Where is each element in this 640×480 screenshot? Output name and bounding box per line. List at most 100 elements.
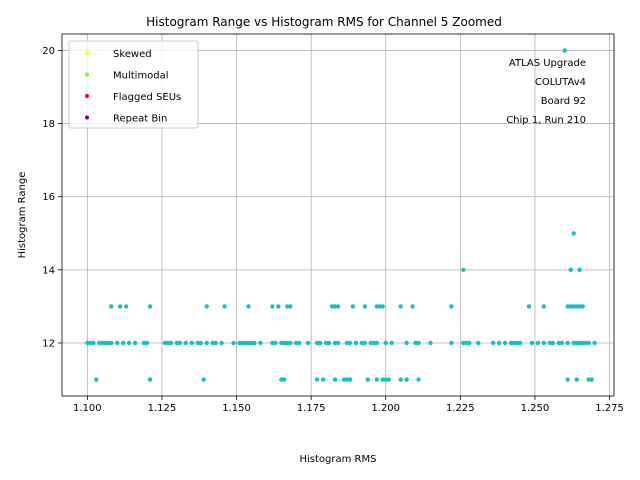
data-point xyxy=(380,304,385,309)
data-point xyxy=(147,377,153,382)
data-point xyxy=(305,340,311,346)
data-point xyxy=(109,304,114,309)
data-point xyxy=(502,340,508,346)
data-point xyxy=(580,304,585,309)
data-point xyxy=(362,340,368,346)
data-point xyxy=(449,340,454,346)
x-tick-label: 1.150 xyxy=(222,403,251,414)
data-point xyxy=(383,340,388,346)
y-tick-label: 18 xyxy=(42,119,55,130)
data-point xyxy=(574,377,579,382)
y-tick-label: 16 xyxy=(42,192,55,203)
data-point xyxy=(117,304,123,309)
data-point xyxy=(335,340,341,346)
data-point xyxy=(353,340,359,346)
data-point xyxy=(246,304,251,309)
data-point xyxy=(177,340,183,346)
y-axis-label: Histogram Range xyxy=(17,172,28,259)
data-point xyxy=(476,340,481,346)
data-point xyxy=(562,48,567,53)
legend-marker xyxy=(85,94,89,98)
data-point xyxy=(350,304,356,309)
data-point xyxy=(183,340,189,346)
data-point xyxy=(288,340,293,346)
data-point xyxy=(592,340,597,346)
y-tick-label: 20 xyxy=(42,46,55,57)
data-point xyxy=(314,377,320,382)
data-point xyxy=(347,340,353,346)
x-tick-label: 1.200 xyxy=(371,403,400,414)
data-point xyxy=(219,340,224,346)
data-point xyxy=(550,340,556,346)
data-point xyxy=(577,267,582,273)
data-point xyxy=(204,340,209,346)
x-tick-label: 1.175 xyxy=(297,403,326,414)
data-point xyxy=(258,340,263,346)
data-point xyxy=(410,304,415,309)
data-point xyxy=(404,377,409,382)
data-point xyxy=(449,304,454,309)
data-point xyxy=(416,377,421,382)
data-point xyxy=(201,377,206,382)
data-point xyxy=(526,304,532,309)
data-point xyxy=(559,340,564,346)
data-point xyxy=(94,377,99,382)
data-point xyxy=(398,377,403,382)
data-point xyxy=(568,267,573,273)
data-point xyxy=(109,340,114,346)
data-point xyxy=(541,304,547,309)
data-point xyxy=(189,340,194,346)
data-point xyxy=(288,304,293,309)
y-tick-label: 14 xyxy=(42,265,55,276)
data-point xyxy=(270,304,275,309)
y-axis-ticks: 12 14 16 18 20 xyxy=(42,46,62,349)
data-point xyxy=(365,377,371,382)
annotation-line: Chip 1, Run 210 xyxy=(506,115,586,126)
data-point xyxy=(571,231,576,236)
data-point xyxy=(347,377,353,382)
annotation-block: ATLAS Upgrade COLUTAv4 Board 92 Chip 1, Run… xyxy=(506,58,586,126)
legend-box xyxy=(68,40,199,129)
data-point xyxy=(204,304,209,309)
legend-label: Repeat Bin xyxy=(113,114,167,125)
x-tick-label: 1.125 xyxy=(148,403,177,414)
data-point xyxy=(404,340,409,346)
data-point xyxy=(317,340,323,346)
data-point xyxy=(120,340,126,346)
data-point xyxy=(282,377,287,382)
x-tick-label: 1.250 xyxy=(521,403,550,414)
data-point xyxy=(320,377,326,382)
data-point xyxy=(496,340,502,346)
data-point xyxy=(168,340,174,346)
data-point xyxy=(389,340,394,346)
data-point xyxy=(91,340,96,346)
data-point xyxy=(490,340,496,346)
legend-label: Skewed xyxy=(113,49,152,60)
data-point xyxy=(335,304,341,309)
data-point xyxy=(398,304,403,309)
annotation-line: COLUTAv4 xyxy=(535,77,586,88)
data-point xyxy=(326,340,332,346)
x-tick-label: 1.100 xyxy=(73,403,102,414)
data-point xyxy=(276,304,281,309)
chart-title: Histogram Range vs Histogram RMS for Cha… xyxy=(146,15,502,29)
data-point xyxy=(565,340,570,346)
data-point xyxy=(374,340,379,346)
data-point xyxy=(362,304,368,309)
data-point xyxy=(132,340,138,346)
data-point xyxy=(297,340,302,346)
data-point xyxy=(198,340,203,346)
data-point xyxy=(565,377,570,382)
data-point xyxy=(517,340,523,346)
data-point xyxy=(332,377,338,382)
data-point xyxy=(541,340,547,346)
data-point xyxy=(374,377,379,382)
data-point xyxy=(416,340,421,346)
data-point xyxy=(213,340,218,346)
x-axis-ticks: 1.100 1.125 1.150 1.175 1.200 1.225 1.250 1.275 xyxy=(73,396,624,414)
legend-label: Multimodal xyxy=(113,71,169,82)
data-point xyxy=(222,304,227,309)
data-point xyxy=(467,340,472,346)
data-point xyxy=(252,340,257,346)
